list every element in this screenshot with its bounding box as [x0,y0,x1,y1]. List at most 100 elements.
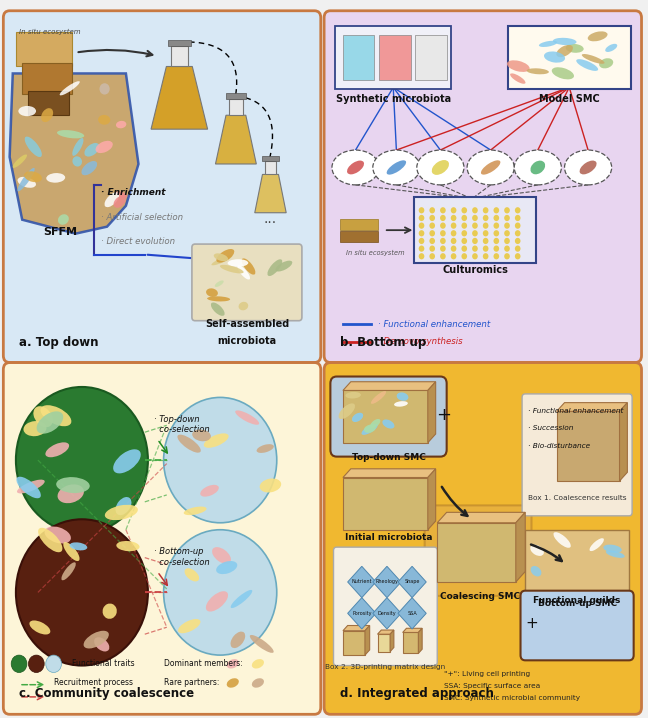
Circle shape [461,208,467,213]
Circle shape [430,223,435,229]
Ellipse shape [46,173,65,182]
Bar [265,162,276,174]
Text: Nutrient: Nutrient [352,579,372,584]
Ellipse shape [58,485,84,503]
Text: +: + [526,616,538,631]
Bar [378,634,390,652]
Ellipse shape [214,253,228,261]
Circle shape [16,519,148,666]
Ellipse shape [117,541,139,551]
Circle shape [472,215,478,221]
Ellipse shape [24,171,42,182]
Bar [22,63,73,94]
Ellipse shape [557,45,573,57]
Ellipse shape [178,619,200,633]
Bar [402,633,419,653]
Circle shape [461,230,467,236]
Bar [226,93,246,98]
Ellipse shape [564,150,612,185]
Circle shape [430,246,435,252]
Circle shape [494,246,499,252]
Circle shape [430,238,435,244]
Polygon shape [398,567,426,597]
Ellipse shape [60,81,80,95]
Circle shape [472,223,478,229]
Ellipse shape [227,659,239,668]
Ellipse shape [582,54,605,64]
Bar [262,156,279,162]
Ellipse shape [104,192,119,208]
Ellipse shape [216,561,237,574]
Ellipse shape [58,214,69,225]
Text: Functional traits: Functional traits [73,659,135,668]
Text: Model SMC: Model SMC [539,94,599,104]
Ellipse shape [603,544,622,553]
Polygon shape [437,513,526,523]
Circle shape [29,655,44,673]
Circle shape [419,246,424,252]
Bar [526,530,629,592]
Ellipse shape [203,434,229,448]
Circle shape [16,387,148,533]
Ellipse shape [373,150,420,185]
Circle shape [515,253,520,259]
Circle shape [440,253,446,259]
Polygon shape [428,382,435,443]
Text: microbiota: microbiota [217,336,277,346]
Polygon shape [365,625,369,655]
Text: d. Integrated approach: d. Integrated approach [340,687,494,700]
FancyBboxPatch shape [522,394,632,516]
Circle shape [451,208,456,213]
FancyBboxPatch shape [424,505,531,596]
Ellipse shape [41,108,53,122]
Circle shape [494,223,499,229]
Text: · Direct evolution: · Direct evolution [100,237,175,246]
Circle shape [419,215,424,221]
Text: Shape: Shape [404,579,420,584]
Ellipse shape [216,249,235,263]
Ellipse shape [252,659,264,668]
Ellipse shape [56,477,89,493]
Ellipse shape [352,413,363,422]
Ellipse shape [553,38,577,45]
Bar [16,32,73,67]
Ellipse shape [105,505,138,520]
Ellipse shape [23,421,47,437]
Circle shape [494,253,499,259]
Ellipse shape [102,604,117,619]
Ellipse shape [590,538,604,551]
Polygon shape [10,73,139,233]
Circle shape [504,223,510,229]
Ellipse shape [531,566,541,577]
Bar [340,219,378,230]
Circle shape [515,246,520,252]
Circle shape [430,215,435,221]
FancyBboxPatch shape [335,27,452,89]
Ellipse shape [227,259,248,267]
Ellipse shape [515,150,561,185]
Circle shape [504,208,510,213]
Ellipse shape [94,638,110,651]
Ellipse shape [347,161,364,174]
Ellipse shape [17,168,35,191]
Ellipse shape [432,160,449,175]
Bar [437,523,516,582]
Ellipse shape [211,302,225,316]
Circle shape [419,208,424,213]
Text: · Bio-disturbance: · Bio-disturbance [528,443,590,449]
Polygon shape [151,67,207,129]
Text: Self-assembled: Self-assembled [205,319,289,329]
Text: Coalescing SMC: Coalescing SMC [439,592,520,602]
Circle shape [461,215,467,221]
Ellipse shape [252,679,264,688]
Bar [170,45,188,67]
Text: Culturomics: Culturomics [442,265,508,275]
Ellipse shape [588,32,608,42]
Ellipse shape [382,419,395,429]
Ellipse shape [206,289,218,297]
Polygon shape [373,597,401,629]
Text: SMC: Synthetic microbial community: SMC: Synthetic microbial community [443,695,580,701]
Text: Box 1. Coalescence results: Box 1. Coalescence results [528,495,627,501]
Circle shape [494,208,499,213]
Text: Bottom-up SMC: Bottom-up SMC [538,600,617,608]
